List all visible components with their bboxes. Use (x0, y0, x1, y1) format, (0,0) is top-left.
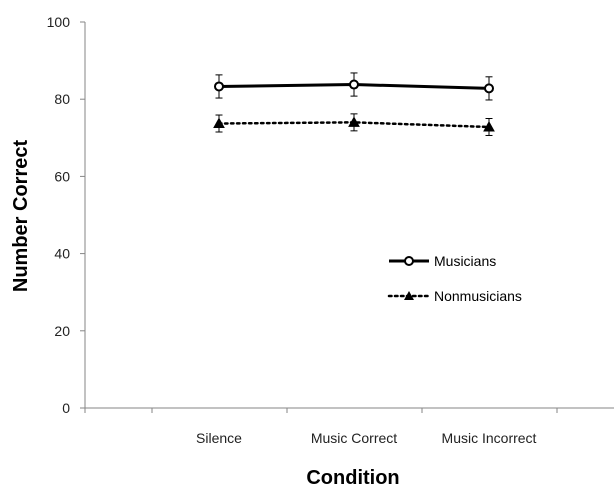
legend-label: Musicians (434, 253, 496, 269)
data-point (348, 116, 360, 127)
data-point (484, 83, 494, 94)
y-tick-label: 60 (54, 168, 70, 184)
legend-label: Nonmusicians (434, 288, 522, 304)
x-tick-label: Silence (196, 430, 242, 446)
x-tick-label: Music Incorrect (442, 430, 537, 446)
y-tick-label: 40 (54, 246, 70, 262)
y-tick-label: 80 (54, 91, 70, 107)
x-axis-title: Condition (306, 467, 399, 487)
data-point (213, 117, 225, 129)
plot-area (213, 72, 495, 136)
y-tick-label: 0 (62, 400, 70, 416)
data-point (214, 81, 224, 92)
legend-marker (404, 291, 414, 300)
y-tick-label: 20 (54, 323, 70, 339)
axes: 0 20 40 60 80 100 Silence Music Correct Music In… (47, 14, 614, 446)
x-tick-label: Music Correct (311, 430, 397, 446)
series-musicians (214, 72, 494, 101)
series-nonmusicians (213, 113, 495, 136)
y-tick-label: 100 (47, 14, 71, 30)
data-point (483, 120, 495, 132)
data-point (349, 79, 359, 90)
legend: Musicians Nonmusicians (387, 253, 522, 304)
legend-marker (404, 256, 414, 266)
y-axis-title: Number Correct (10, 140, 32, 293)
